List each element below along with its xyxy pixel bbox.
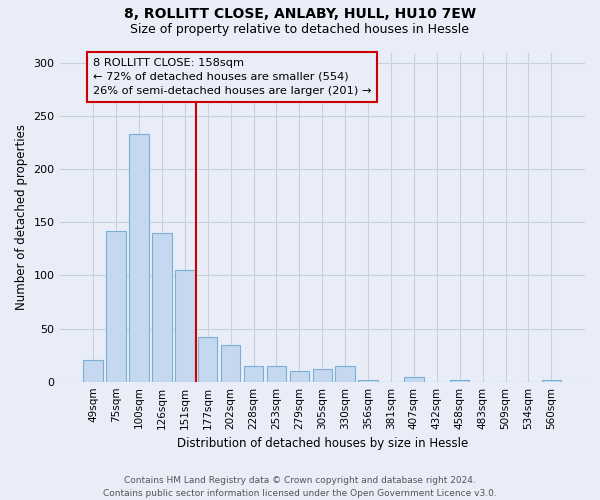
Bar: [290, 371, 309, 382]
Text: 8, ROLLITT CLOSE, ANLABY, HULL, HU10 7EW: 8, ROLLITT CLOSE, ANLABY, HULL, HU10 7EW: [124, 8, 476, 22]
Bar: [198, 337, 217, 382]
Bar: [83, 360, 103, 382]
Text: Size of property relative to detached houses in Hessle: Size of property relative to detached ho…: [131, 22, 470, 36]
Y-axis label: Number of detached properties: Number of detached properties: [15, 124, 28, 310]
Bar: [267, 366, 286, 382]
Bar: [106, 231, 126, 382]
Bar: [358, 380, 378, 382]
Bar: [313, 369, 332, 382]
Bar: [542, 380, 561, 382]
X-axis label: Distribution of detached houses by size in Hessle: Distribution of detached houses by size …: [176, 437, 468, 450]
Bar: [129, 134, 149, 382]
Bar: [404, 378, 424, 382]
Bar: [152, 233, 172, 382]
Bar: [450, 380, 469, 382]
Text: 8 ROLLITT CLOSE: 158sqm
← 72% of detached houses are smaller (554)
26% of semi-d: 8 ROLLITT CLOSE: 158sqm ← 72% of detache…: [93, 58, 371, 96]
Bar: [175, 270, 194, 382]
Text: Contains HM Land Registry data © Crown copyright and database right 2024.
Contai: Contains HM Land Registry data © Crown c…: [103, 476, 497, 498]
Bar: [335, 366, 355, 382]
Bar: [244, 366, 263, 382]
Bar: [221, 344, 241, 382]
